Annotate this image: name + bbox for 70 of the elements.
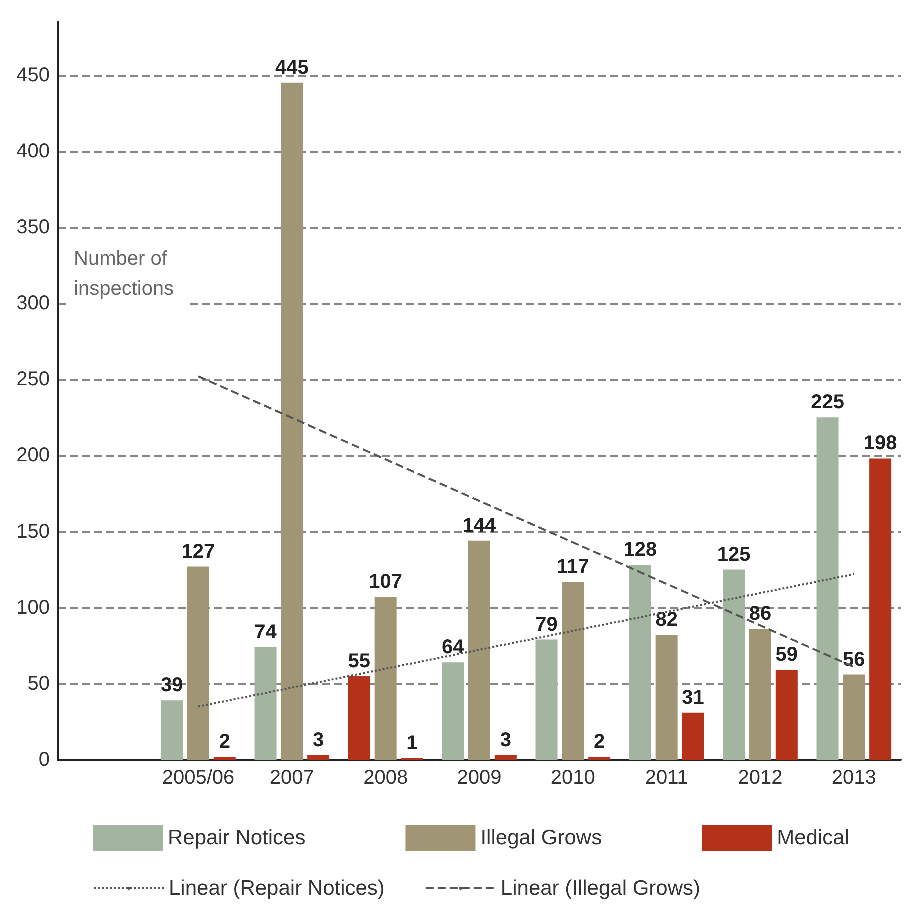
bar — [870, 458, 892, 760]
data-label: 31 — [682, 686, 704, 709]
y-axis-title: Number of inspections — [74, 248, 174, 300]
data-label: 86 — [749, 603, 772, 626]
legend-label: Linear (Repair Notices) — [169, 877, 385, 900]
data-label: 445 — [275, 56, 309, 79]
bar — [776, 670, 798, 760]
x-tick-label: 2013 — [832, 767, 876, 789]
legend-label: Repair Notices — [168, 826, 306, 850]
data-label: 107 — [369, 571, 403, 594]
bar — [588, 756, 611, 760]
data-label: 39 — [160, 674, 184, 697]
data-label: 198 — [864, 432, 898, 455]
bar — [188, 566, 210, 760]
bar — [562, 582, 584, 760]
data-label: 144 — [462, 514, 498, 537]
bar — [816, 418, 839, 760]
bar — [214, 756, 236, 760]
y-tick-label: 450 — [16, 64, 50, 86]
x-tick-label: 2010 — [550, 767, 596, 789]
data-label: 3 — [500, 729, 512, 752]
x-tick-label: 2012 — [738, 767, 783, 789]
data-label: 82 — [656, 609, 678, 632]
y-tick-label: 100 — [16, 596, 50, 619]
data-label: 225 — [811, 392, 844, 414]
x-tick-label: 2005/06 — [162, 767, 235, 789]
y-tick-label: 400 — [16, 140, 50, 162]
bar — [682, 712, 704, 760]
legend-label: Illegal Grows — [480, 826, 602, 850]
y-tick-label: 150 — [16, 520, 50, 543]
bar — [750, 629, 772, 760]
data-label: 127 — [182, 540, 216, 563]
bar — [161, 700, 184, 760]
x-tick-label: 2009 — [457, 767, 502, 789]
data-label: 3 — [313, 729, 324, 752]
bar — [536, 640, 558, 760]
data-label: 117 — [557, 556, 590, 578]
data-label: 56 — [843, 648, 866, 671]
bar — [494, 755, 517, 760]
bar — [254, 647, 277, 760]
bar — [308, 755, 330, 760]
legend-label: Medical — [777, 826, 850, 850]
bar — [843, 674, 866, 760]
bar — [723, 570, 746, 760]
x-tick-label: 2008 — [364, 767, 408, 789]
y-tick-label: 350 — [16, 216, 50, 238]
data-label: 74 — [254, 621, 278, 644]
data-label: 59 — [776, 644, 798, 666]
bar — [468, 540, 490, 760]
data-label: 128 — [624, 539, 658, 562]
data-label: 125 — [717, 544, 751, 566]
data-label: 1 — [406, 732, 418, 754]
data-label: 55 — [348, 650, 371, 672]
bar — [442, 662, 464, 760]
legend-label: Linear (Illegal Grows) — [500, 877, 700, 900]
bar — [374, 597, 397, 760]
y-tick-label: 250 — [16, 368, 50, 391]
data-label: 64 — [442, 636, 466, 659]
x-tick-label: 2007 — [270, 767, 314, 789]
y-tick-label: 0 — [38, 749, 50, 771]
bar — [656, 635, 678, 760]
y-tick-label: 200 — [16, 444, 50, 467]
y-tick-label: 300 — [16, 292, 50, 315]
bar — [629, 565, 652, 760]
data-label: 2 — [594, 730, 606, 753]
y-tick-label: 50 — [28, 672, 50, 695]
data-label: 2 — [219, 730, 230, 753]
bar — [281, 82, 304, 760]
data-label: 79 — [536, 614, 558, 636]
x-tick-label: 2011 — [645, 767, 688, 789]
